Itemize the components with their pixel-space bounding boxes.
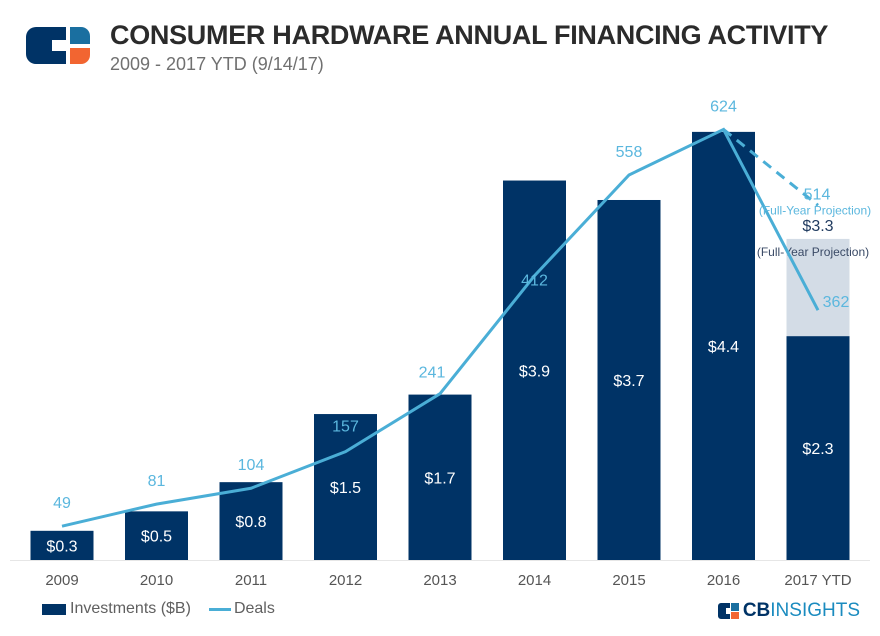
deals-projection-note: (Full-Year Projection) xyxy=(759,203,871,217)
bar-label: $1.5 xyxy=(330,480,361,497)
deals-data-label: 81 xyxy=(148,473,166,490)
bar-2017 YTD xyxy=(786,336,850,560)
deals-data-label: 558 xyxy=(616,144,643,161)
bar-2009 xyxy=(30,530,94,560)
cb-insights-logo-icon xyxy=(26,27,90,64)
deals-data-label: 362 xyxy=(823,294,850,311)
bar-2011 xyxy=(219,482,283,560)
x-tick-label: 2014 xyxy=(518,572,551,589)
chart-plot: $0.3 2009 $0.5 2010 $0.8 2011 $1.5 2012 $1.7 2013… xyxy=(10,98,871,589)
chart-title: CONSUMER HARDWARE ANNUAL FINANCING ACTIV… xyxy=(110,20,829,50)
x-tick-label: 2009 xyxy=(45,572,78,589)
bar-2010 xyxy=(125,511,188,560)
x-tick-label: 2013 xyxy=(423,572,456,589)
x-tick-label: 2011 xyxy=(235,572,267,589)
x-tick-label: 2010 xyxy=(140,572,173,589)
bar-label: $0.5 xyxy=(141,529,172,546)
deals-line xyxy=(61,127,820,528)
bar-2016 xyxy=(692,131,755,560)
legend-label-investments: Investments ($B) xyxy=(70,600,191,617)
deals-projection-line xyxy=(722,128,819,207)
bar-label: $0.8 xyxy=(235,514,266,531)
bar-label: $3.7 xyxy=(613,373,644,390)
chart-subtitle: 2009 - 2017 YTD (9/14/17) xyxy=(110,54,324,74)
deals-projection-label: 514 xyxy=(804,186,831,203)
x-tick-label: 2016 xyxy=(707,572,740,589)
bar-label: $3.9 xyxy=(519,363,550,380)
x-tick-label: 2017 YTD xyxy=(784,572,851,589)
brand-logo: CBINSIGHTS xyxy=(717,600,860,622)
deals-data-label: 412 xyxy=(521,273,548,290)
x-tick-label: 2012 xyxy=(329,572,362,589)
bar-2014 xyxy=(503,180,566,560)
bar-label: $1.7 xyxy=(424,470,455,487)
projection-bar-label: $3.3 xyxy=(802,218,833,235)
projection-bar-note: (Full-Year Projection) xyxy=(757,245,869,259)
deals-data-label: 157 xyxy=(332,419,359,436)
deals-data-label: 49 xyxy=(53,495,71,512)
bar-label: $2.3 xyxy=(802,441,833,458)
cb-mini-logo-icon xyxy=(717,603,739,619)
bar-2015 xyxy=(597,199,661,561)
legend-swatch-deals xyxy=(208,607,231,611)
deals-data-label: 241 xyxy=(419,365,446,382)
legend-swatch-investments xyxy=(42,603,66,615)
deals-data-label: 624 xyxy=(710,98,737,115)
bar-2013 xyxy=(408,394,472,560)
deals-data-label: 104 xyxy=(238,457,265,474)
legend-label-deals: Deals xyxy=(233,600,275,617)
bar-label: $0.3 xyxy=(46,538,77,555)
x-tick-label: 2015 xyxy=(612,572,645,589)
bar-label: $4.4 xyxy=(708,339,739,356)
legend: Investments ($B) Deals xyxy=(42,600,275,618)
brand-text: CBINSIGHTS xyxy=(742,600,860,621)
